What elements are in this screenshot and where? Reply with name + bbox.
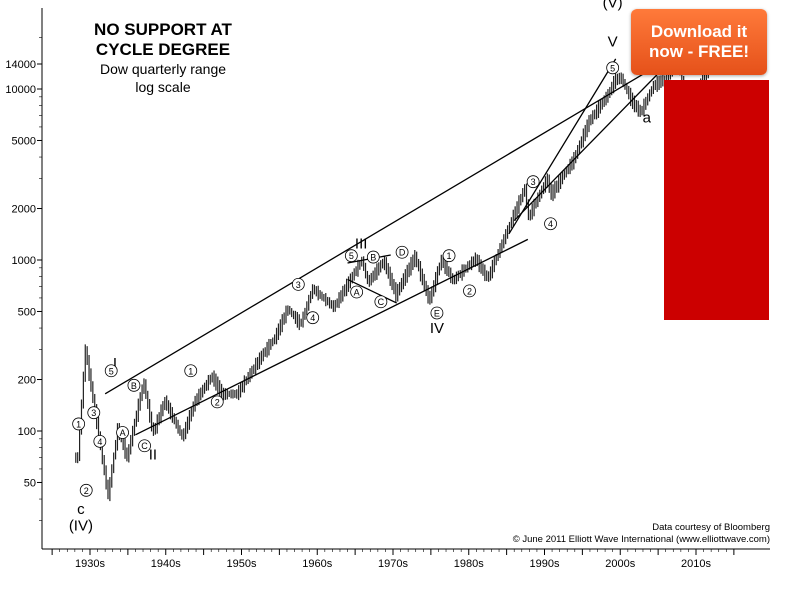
credit-data-source: Data courtesy of Bloomberg — [652, 522, 770, 533]
wave-label: a — [643, 110, 652, 127]
wave-label: 3 — [91, 408, 96, 418]
download-button[interactable]: Download it now - FREE! — [631, 9, 767, 75]
wave-label: 2 — [84, 486, 89, 496]
wave-label: (V) — [603, 0, 623, 12]
wave-label: II — [149, 446, 157, 463]
y-tick-label: 5000 — [12, 135, 36, 147]
wave-label: A — [120, 428, 126, 438]
wave-label: B — [370, 253, 376, 263]
wave-label: 3 — [296, 280, 301, 290]
x-tick-label: 1980s — [454, 558, 484, 570]
x-tick-label: 1970s — [378, 558, 408, 570]
chart-subtitle-line2: log scale — [135, 79, 191, 95]
wave-label: 5 — [109, 366, 114, 376]
wave-label: 1 — [188, 366, 193, 376]
chart-title-line1: NO SUPPORT AT — [94, 20, 232, 39]
y-tick-label: 2000 — [12, 204, 36, 216]
wave-label: D — [399, 248, 406, 258]
wave-label-circle — [127, 378, 141, 392]
wave-label: B — [131, 381, 137, 391]
y-tick-label: 200 — [18, 375, 36, 387]
price-bars — [75, 58, 709, 502]
trend-line — [104, 73, 644, 395]
wave-label: C — [378, 297, 385, 307]
wave-label-circle — [116, 426, 129, 439]
wave-label-circle — [184, 364, 198, 378]
trend-line — [513, 73, 659, 222]
wave-label: 2 — [467, 286, 472, 296]
wave-label-circle — [442, 249, 456, 263]
wave-label: 4 — [548, 219, 553, 229]
wave-label-circle — [344, 249, 358, 263]
wave-label: 4 — [310, 313, 315, 323]
wave-label: 3 — [531, 177, 536, 187]
wave-label-circle — [291, 277, 305, 291]
wave-label-circle — [463, 284, 476, 298]
chart-title-line2: CYCLE DEGREE — [95, 40, 231, 59]
y-tick-label: 500 — [18, 306, 36, 318]
wave-label-circle — [138, 439, 151, 453]
wave-label: 1 — [447, 251, 452, 261]
wave-label-circle — [430, 306, 444, 320]
wave-label-circle — [87, 406, 101, 420]
wave-label: A — [354, 287, 360, 297]
wave-label: 4 — [97, 437, 102, 447]
chart-title-block: NO SUPPORT AT CYCLE DEGREE Dow quarterly… — [58, 20, 268, 96]
wave-label-circle — [544, 217, 557, 231]
wave-label: C — [141, 441, 148, 451]
wave-label: V — [608, 33, 618, 50]
wave-label: IV — [430, 320, 444, 337]
wave-label: 1 — [76, 419, 81, 429]
x-tick-label: 2010s — [681, 558, 711, 570]
wave-label-circle — [79, 483, 93, 497]
download-button-line2: now - FREE! — [648, 42, 750, 61]
credit-copyright: © June 2011 Elliott Wave International (… — [512, 534, 770, 545]
y-tick-label: 14000 — [5, 59, 36, 71]
wave-label-circle — [93, 434, 107, 448]
y-tick-label: 50 — [24, 477, 36, 489]
wave-label: c — [77, 501, 85, 518]
wave-label: 5 — [349, 251, 354, 261]
wave-label: 5 — [610, 63, 615, 73]
wave-label-circle — [606, 61, 620, 75]
y-tick-label: 100 — [18, 426, 36, 438]
wave-label: E — [434, 308, 440, 318]
wave-label-circle — [306, 311, 320, 325]
trend-line — [135, 238, 529, 436]
wave-label-circle — [104, 364, 118, 378]
x-tick-label: 1930s — [75, 558, 105, 570]
wave-label-circle — [72, 417, 86, 431]
chart-subtitle-line1: Dow quarterly range — [99, 61, 227, 77]
x-tick-label: 2000s — [605, 558, 635, 570]
chart-credits: Data courtesy of Bloomberg © June 2011 E… — [513, 522, 770, 546]
wave-label-circle — [526, 175, 540, 189]
x-tick-label: 1960s — [302, 558, 332, 570]
x-tick-label: 1940s — [151, 558, 181, 570]
wave-label-circle — [350, 285, 364, 299]
wave-label: (IV) — [69, 518, 93, 535]
red-ad-panel — [664, 80, 769, 320]
wave-label-circle — [374, 295, 388, 309]
y-tick-label: 1000 — [12, 255, 36, 267]
wave-label: III — [355, 235, 368, 252]
wave-label-circle — [210, 395, 224, 409]
download-button-line1: Download it — [650, 22, 748, 41]
x-tick-label: 1950s — [227, 558, 257, 570]
trend-line — [347, 278, 398, 304]
wave-label: I — [113, 355, 117, 372]
y-tick-label: 10000 — [5, 84, 36, 96]
wave-label-circle — [366, 250, 380, 264]
trend-line — [508, 58, 617, 235]
wave-label-circle — [395, 245, 409, 259]
wave-label: 2 — [215, 397, 220, 407]
x-tick-label: 1990s — [530, 558, 560, 570]
